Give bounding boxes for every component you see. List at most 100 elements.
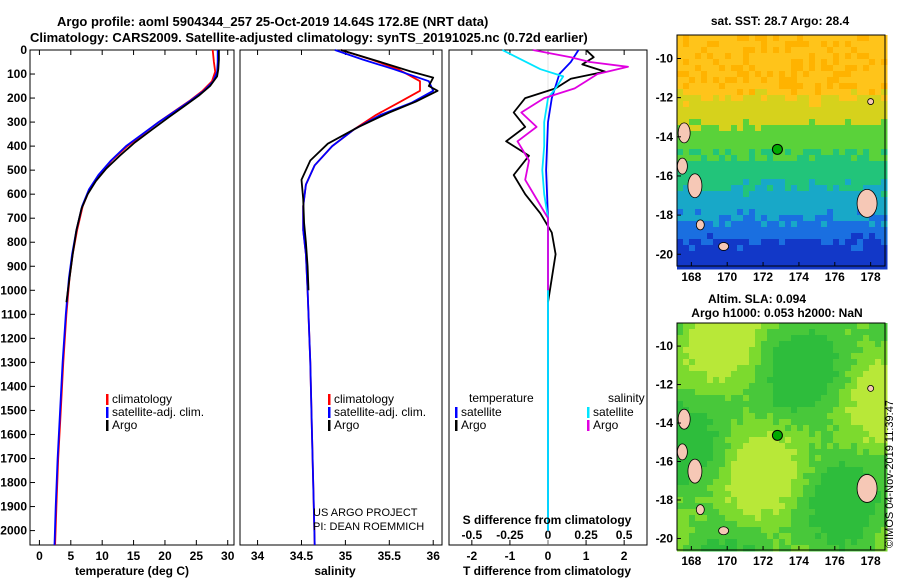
sla-map-title-1: Altim. SLA: 0.094	[708, 292, 806, 306]
sst-map-field	[677, 35, 888, 270]
s-diff-tick-label: -0.25	[496, 528, 524, 542]
legend-label: Argo	[334, 418, 360, 432]
series-line-argo	[300, 49, 439, 291]
lat-tick-label: -10	[656, 51, 674, 65]
lon-tick-label: 172	[753, 270, 773, 284]
x-tick-label: 34	[251, 549, 265, 563]
legend-swatch	[455, 420, 458, 431]
credit-line-2: PI: DEAN ROEMMICH	[313, 521, 424, 533]
legend-label: climatology	[112, 392, 172, 406]
lat-tick-label: -16	[656, 455, 674, 469]
x-tick-label: -1	[505, 549, 516, 563]
lon-tick-label: 172	[753, 554, 773, 568]
difference-panel: -2 -1 0 1 2-0.5 -0.25 0 0.25 0.5 T difference fr…	[448, 49, 648, 578]
series-line-satellite-adj-clim-	[53, 50, 219, 546]
lon-tick-label: 176	[825, 270, 845, 284]
x-tick-label: 2	[621, 549, 628, 563]
sla-islands	[676, 385, 878, 536]
depth-tick-label: 1000	[0, 283, 27, 297]
argo-float-marker	[771, 143, 783, 155]
temperature-frame	[29, 49, 235, 546]
depth-tick-label: 300	[7, 115, 27, 129]
x-tick-label: 5	[67, 549, 74, 563]
depth-tick-label: 1300	[0, 355, 27, 369]
x-tick-label: 36	[427, 549, 441, 563]
x-tick-label: 1	[583, 549, 590, 563]
x-tick-label: 30	[221, 549, 235, 563]
salinity-xlabel: salinity	[314, 564, 356, 578]
sla-map-title-2: Argo h1000: 0.053 h2000: NaN	[691, 306, 862, 320]
sst-map-title: sat. SST: 28.7 Argo: 28.4	[711, 14, 850, 28]
depth-tick-label: 1900	[0, 500, 27, 514]
depth-tick-label: 1800	[0, 476, 27, 490]
legend-salinity-title: salinity	[608, 391, 645, 405]
title-line-1: Argo profile: aoml 5904344_257 25-Oct-20…	[57, 14, 488, 29]
x-tick-label: 35	[339, 549, 353, 563]
lat-tick-label: -18	[656, 493, 674, 507]
lat-tick-label: -20	[656, 531, 674, 545]
depth-tick-label: 1100	[1, 307, 27, 321]
lat-tick-label: -14	[656, 130, 674, 144]
legend-swatch	[328, 420, 331, 431]
legend-label: Argo	[112, 418, 138, 432]
series-line-argo	[516, 49, 629, 291]
s-difference-xlabel: S difference from climatology	[463, 513, 632, 527]
temperature-xlabel: temperature (deg C)	[75, 564, 189, 578]
depth-tick-label: 1700	[0, 451, 27, 465]
legend-swatch	[587, 407, 590, 418]
legend-swatch	[106, 420, 109, 431]
lat-tick-label: -12	[656, 91, 674, 105]
lon-tick-label: 174	[789, 554, 809, 568]
lat-tick-label: -18	[656, 208, 674, 222]
lon-tick-label: 170	[717, 270, 737, 284]
sla-map-frame	[676, 322, 886, 551]
depth-tick-label: 1600	[0, 427, 27, 441]
title-line-2: Climatology: CARS2009. Satellite-adjuste…	[30, 30, 588, 45]
x-tick-label: 34.5	[290, 549, 314, 563]
lat-tick-label: -12	[656, 378, 674, 392]
x-tick-label: 25	[190, 549, 204, 563]
legend-swatch	[106, 394, 109, 405]
legend-label: satellite-adj. clim.	[334, 405, 426, 419]
x-tick-label: 10	[96, 549, 110, 563]
depth-tick-label: 600	[7, 187, 27, 201]
depth-tick-label: 2000	[0, 524, 27, 538]
x-tick-label: -2	[467, 549, 478, 563]
legend-swatch	[328, 407, 331, 418]
x-tick-label: 0	[36, 549, 43, 563]
series-line-satellite-adj-clim-	[302, 49, 435, 546]
legend-label: Argo	[593, 418, 619, 432]
series-line-satellite	[501, 49, 565, 531]
depth-tick-label: 900	[7, 259, 27, 273]
series-line-argo	[65, 50, 220, 303]
x-tick-label: 20	[158, 549, 172, 563]
series-line-argo	[505, 49, 606, 303]
s-diff-tick-label: 0.5	[616, 528, 633, 542]
depth-tick-label: 100	[7, 67, 27, 81]
depth-tick-label: 200	[7, 91, 27, 105]
depth-tick-label: 1400	[0, 379, 27, 393]
difference-legend: temperature salinitysatelliteArgosatellit…	[455, 391, 645, 432]
lon-tick-label: 168	[681, 554, 701, 568]
lat-tick-label: -14	[656, 416, 674, 430]
series-line-climatology	[54, 49, 217, 546]
legend-label: satellite-adj. clim.	[112, 405, 204, 419]
lon-tick-label: 168	[681, 270, 701, 284]
legend-swatch	[587, 420, 590, 431]
s-diff-tick-label: -0.5	[462, 528, 483, 542]
lon-tick-label: 178	[861, 270, 881, 284]
s-diff-tick-label: 0.25	[574, 528, 598, 542]
depth-tick-label: 500	[7, 163, 27, 177]
lat-tick-label: -16	[656, 169, 674, 183]
depth-tick-label: 400	[7, 139, 27, 153]
legend-label: Argo	[461, 418, 487, 432]
lon-tick-label: 174	[789, 270, 809, 284]
x-tick-label: 35.5	[378, 549, 402, 563]
x-tick-label: 15	[127, 549, 141, 563]
depth-tick-label: 1200	[0, 331, 27, 345]
credit-line-1: US ARGO PROJECT	[313, 507, 418, 519]
salinity-panel: 34 34.5 35 35.5 36 salinity climatologysatel…	[239, 49, 443, 578]
